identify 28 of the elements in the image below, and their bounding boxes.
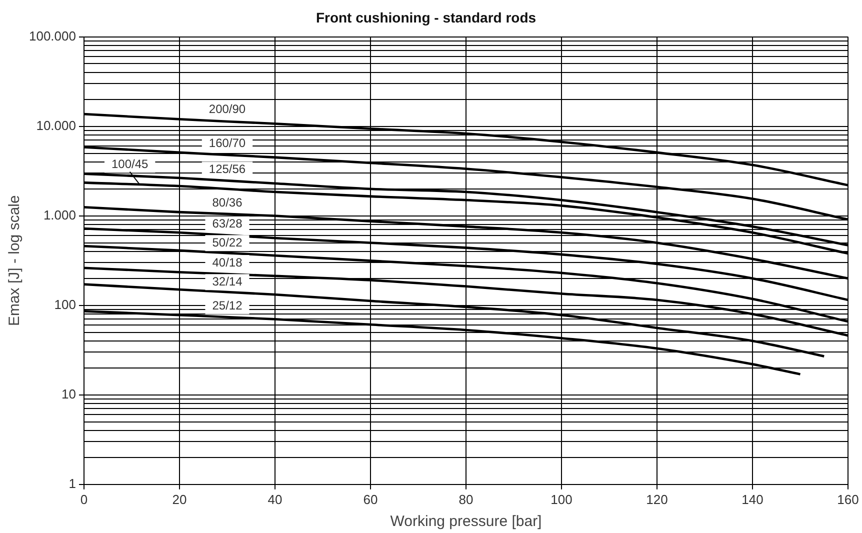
x-tick-label: 20 (172, 492, 187, 507)
x-tick-label: 160 (837, 492, 859, 507)
x-tick-label: 0 (80, 492, 88, 507)
series-label: 100/45 (111, 157, 149, 172)
series-label: 125/56 (208, 162, 246, 176)
series-label: 63/28 (212, 216, 243, 231)
y-tick-label: 1.000 (43, 207, 76, 222)
y-tick-label: 10.000 (36, 118, 76, 133)
y-axis-title: Emax [J] - log scale (6, 195, 24, 326)
y-tick-label: 10 (62, 386, 76, 402)
x-tick-label: 140 (742, 492, 764, 507)
series-label: 200/90 (208, 102, 246, 116)
y-tick-label: 100.000 (28, 28, 76, 44)
y-tick-label: 100 (54, 296, 76, 312)
x-axis-title: Working pressure [bar] (390, 513, 542, 530)
series-label: 50/22 (212, 235, 243, 250)
series-label: 40/18 (212, 255, 243, 270)
x-tick-label: 60 (363, 492, 378, 507)
x-tick-label: 80 (458, 492, 474, 507)
series-label: 80/36 (212, 195, 243, 210)
series-label: 160/70 (208, 136, 246, 150)
series-label: 25/12 (212, 298, 243, 312)
chart-title: Front cushioning - standard rods (316, 9, 536, 26)
x-tick-label: 100 (550, 492, 572, 507)
y-tick-label: 1 (68, 476, 76, 491)
series-label: 32/14 (212, 274, 243, 288)
x-tick-label: 40 (268, 492, 282, 507)
x-tick-label: 120 (646, 492, 668, 507)
